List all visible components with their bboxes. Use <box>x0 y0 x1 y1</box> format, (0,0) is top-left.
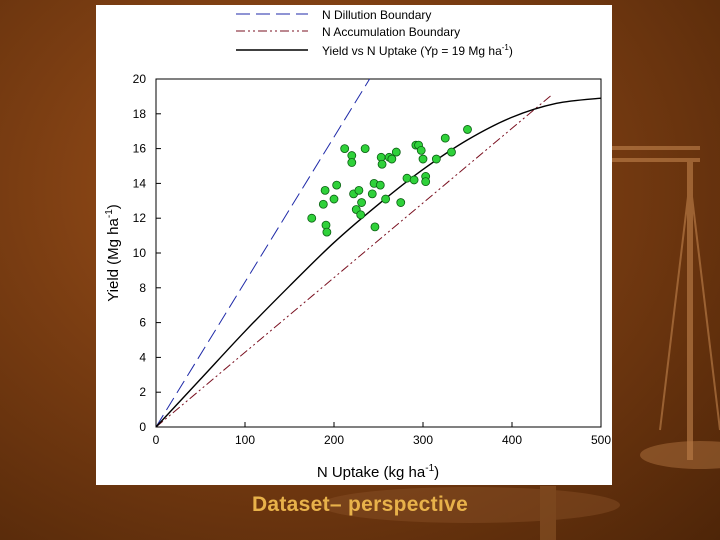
observation-point <box>431 154 441 164</box>
legend-label-accumulation: N Accumulation Boundary <box>322 25 460 39</box>
observation-point <box>354 185 364 195</box>
observation-point <box>322 227 332 237</box>
x-axis-ticks: 0 100 200 300 400 500 <box>153 422 611 447</box>
observation-point <box>340 144 350 154</box>
observation-point <box>356 210 366 220</box>
x-tick-label: 0 <box>153 433 160 447</box>
observation-point <box>396 198 406 207</box>
y-tick-label: 4 <box>139 350 146 364</box>
series-layer <box>155 78 602 428</box>
y-tick-label: 0 <box>139 420 146 434</box>
observation-point <box>375 180 385 190</box>
observation-point <box>332 180 342 190</box>
observation-point <box>347 158 357 167</box>
plot-frame <box>155 78 602 428</box>
observation-point <box>329 194 339 204</box>
y-axis-ticks: 0 2 4 6 8 10 12 14 16 18 20 <box>133 72 161 434</box>
x-axis-title: N Uptake (kg ha-1) <box>317 463 439 481</box>
y-tick-label: 20 <box>133 72 147 86</box>
observation-point <box>367 189 377 199</box>
y-axis-title-sup: -1 <box>104 209 115 218</box>
observation-point <box>416 145 426 155</box>
series-line-accumulation <box>155 94 553 428</box>
observation-point <box>418 154 428 164</box>
y-tick-label: 14 <box>133 176 147 190</box>
observation-point <box>381 194 391 204</box>
observation-point <box>357 198 366 207</box>
y-tick-label: 16 <box>133 142 147 156</box>
observation-point <box>320 185 330 195</box>
legend-label-yield-sup: -1 <box>502 43 510 52</box>
yield-vs-n-uptake-chart: N Dillution Boundary N Accumulation Boun… <box>104 8 611 481</box>
observation-point <box>463 125 472 134</box>
x-tick-label: 500 <box>591 433 611 447</box>
x-axis-title-sup: -1 <box>425 463 434 474</box>
y-tick-label: 6 <box>139 316 146 330</box>
observation-point <box>387 154 397 164</box>
series-line-yield_curve <box>155 97 602 428</box>
y-tick-label: 2 <box>139 385 146 399</box>
chart-panel: N Dillution Boundary N Accumulation Boun… <box>96 5 612 485</box>
y-axis-title-tail: ) <box>105 204 122 209</box>
slide-caption: Dataset– perspective <box>251 493 469 516</box>
observation-point <box>447 147 456 157</box>
x-tick-label: 100 <box>235 433 255 447</box>
x-axis-title-tail: ) <box>434 464 439 481</box>
legend-label-dilution: N Dillution Boundary <box>322 8 431 22</box>
y-tick-label: 10 <box>133 246 147 260</box>
y-tick-label: 8 <box>139 281 146 295</box>
observation-point <box>402 173 412 183</box>
y-axis-title: Yield (Mg ha-1) <box>104 204 122 302</box>
x-tick-label: 200 <box>324 433 344 447</box>
y-tick-label: 12 <box>133 211 147 225</box>
legend: N Dillution Boundary N Accumulation Boun… <box>236 8 513 58</box>
x-tick-label: 300 <box>413 433 433 447</box>
observation-point <box>440 133 450 143</box>
observation-point <box>391 147 401 157</box>
legend-label-yield-tail: ) <box>509 44 513 58</box>
observation-point <box>318 199 328 209</box>
observation-point <box>421 177 431 187</box>
observation-point <box>409 175 419 185</box>
observation-point <box>307 213 317 223</box>
x-tick-label: 400 <box>502 433 522 447</box>
y-tick-label: 18 <box>133 107 147 121</box>
observation-point <box>377 159 387 169</box>
series-line-dilution <box>155 78 371 428</box>
observation-point <box>370 222 380 232</box>
observation-point <box>360 144 370 154</box>
legend-label-yield-curve: Yield vs N Uptake (Yp = 19 Mg ha-1) <box>322 43 513 58</box>
